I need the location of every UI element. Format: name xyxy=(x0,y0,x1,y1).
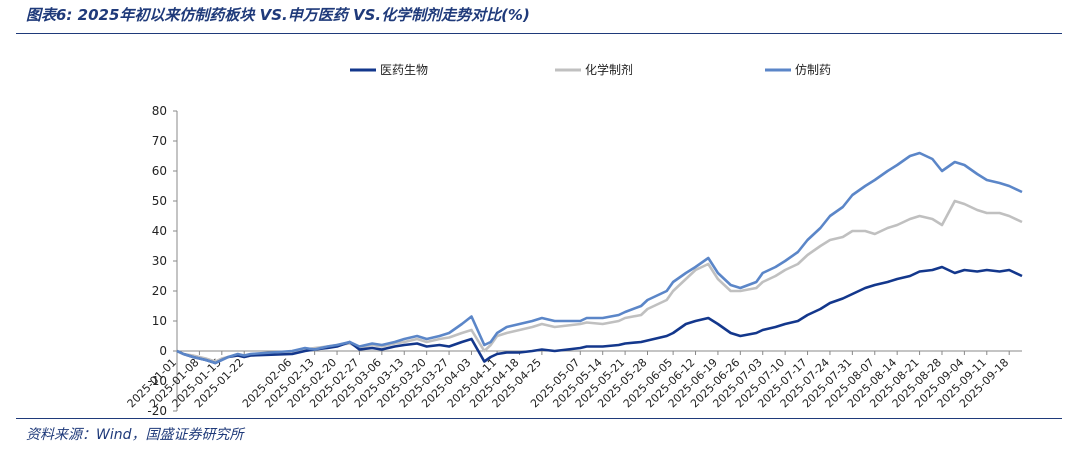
y-tick-label: -20 xyxy=(147,404,167,418)
legend-label: 医药生物 xyxy=(380,63,428,77)
y-tick-label: 0 xyxy=(159,344,167,358)
source-note: 资料来源：Wind，国盛证券研究所 xyxy=(26,427,244,443)
y-tick-label: 40 xyxy=(152,224,167,238)
title-rule xyxy=(16,33,1062,34)
figure-title: 图表6: 2025年初以来仿制药板块 VS.申万医药 VS.化学制剂走势对比(%… xyxy=(26,6,530,24)
y-tick-label: 70 xyxy=(152,134,167,148)
y-tick-label: -10 xyxy=(147,374,167,388)
legend-label: 化学制剂 xyxy=(585,62,633,77)
y-tick-label: 80 xyxy=(152,104,167,118)
series-line-2 xyxy=(176,199,1023,363)
y-tick-label: 20 xyxy=(152,284,167,298)
y-tick-label: 60 xyxy=(152,164,167,178)
series-line-3 xyxy=(176,151,1023,365)
y-tick-label: 10 xyxy=(152,314,167,328)
legend-label: 仿制药 xyxy=(795,63,831,77)
source-rule xyxy=(16,418,1062,419)
y-tick-label: 50 xyxy=(152,194,167,208)
series-line-1 xyxy=(176,265,1023,365)
y-tick-label: 30 xyxy=(152,254,167,268)
